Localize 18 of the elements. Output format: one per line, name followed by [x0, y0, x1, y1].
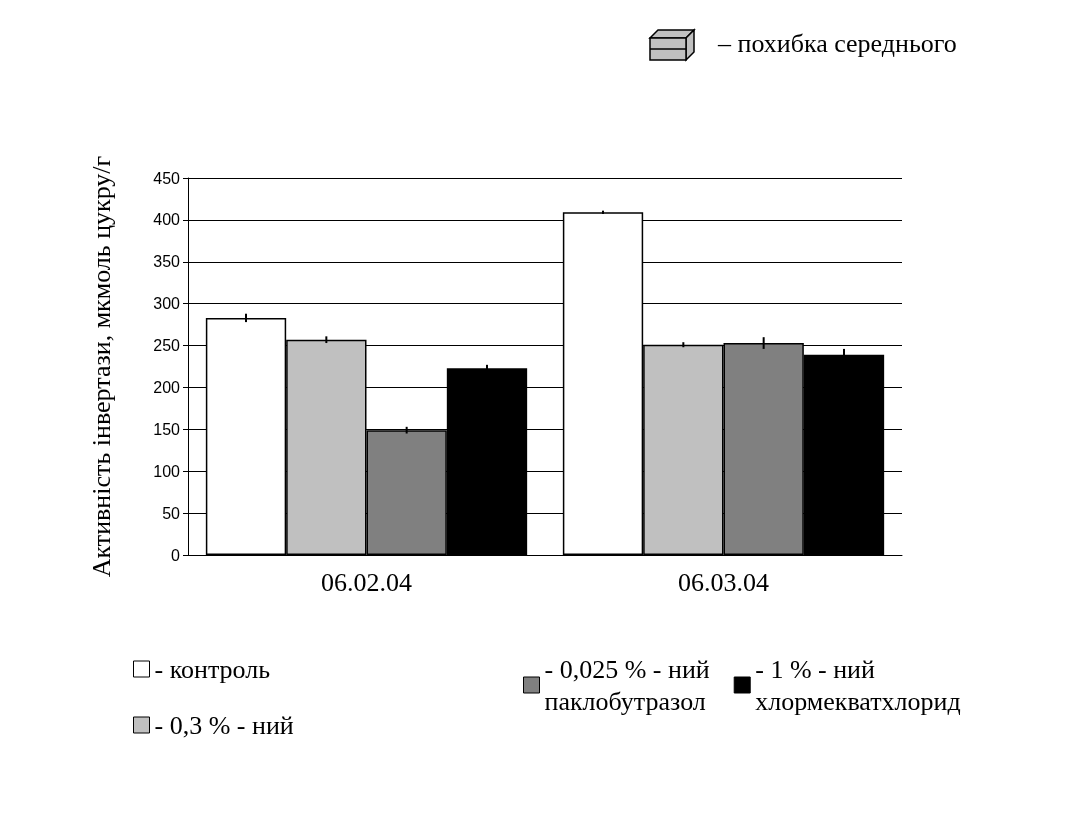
legend-label: - 0,3 % - ний	[154, 710, 294, 740]
y-tick-label: 150	[153, 420, 181, 438]
y-tick-label: 400	[153, 211, 181, 229]
text: – похибка середнього	[717, 28, 957, 58]
y-tick-label: 250	[153, 337, 181, 355]
y-tick-label: 450	[153, 169, 181, 187]
y-tick-label: 100	[153, 462, 181, 480]
x-tick-label: 06.03.04	[678, 567, 769, 597]
legend-label: - 1 % - ний хлормекватхлорид	[755, 654, 961, 716]
y-tick-label: 200	[153, 378, 181, 396]
x-tick-label: 06.02.04	[321, 567, 412, 597]
y-axis-title: Активність інвертази, мкмоль цукру/г	[86, 155, 116, 578]
y-tick-label: 0	[171, 546, 181, 564]
legend-label: - контроль	[154, 654, 271, 684]
y-tick-label: 50	[162, 504, 181, 522]
y-tick-label: 350	[153, 253, 181, 271]
y-tick-label: 300	[153, 295, 181, 313]
legend-label: - 0,025 % - ний паклобутразол	[544, 654, 710, 716]
